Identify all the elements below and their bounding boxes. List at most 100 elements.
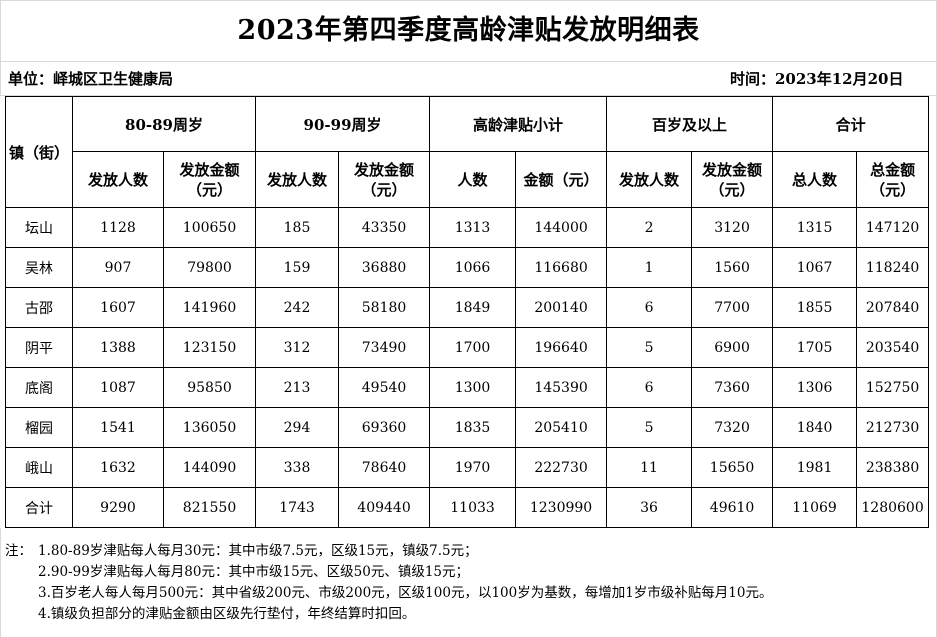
value-cell: 1315 bbox=[772, 207, 858, 248]
value-cell: 1981 bbox=[772, 447, 858, 488]
value-cell: 1700 bbox=[429, 327, 517, 368]
value-cell: 43350 bbox=[338, 207, 431, 248]
value-cell: 141960 bbox=[162, 287, 257, 328]
value-cell: 1840 bbox=[772, 407, 858, 448]
column-header-line: （元） bbox=[187, 180, 233, 199]
note-text: 4.镇级负担部分的津贴金额由区级先行垫付，年终结算时扣回。 bbox=[38, 606, 416, 622]
group-header: 高龄津贴小计 bbox=[429, 96, 608, 152]
unit-label: 单位：峄城区卫生健康局 bbox=[8, 70, 174, 88]
value-cell: 1067 bbox=[772, 247, 858, 288]
column-header-line: （元） bbox=[870, 180, 916, 199]
column-header: 发放人数 bbox=[255, 151, 340, 208]
grid-line bbox=[0, 95, 937, 96]
value-cell: 116680 bbox=[515, 247, 608, 288]
value-cell: 205410 bbox=[515, 407, 608, 448]
value-cell: 294 bbox=[255, 407, 340, 448]
value-cell: 1705 bbox=[772, 327, 858, 368]
town-cell: 坛山 bbox=[5, 207, 73, 248]
value-cell: 15650 bbox=[691, 447, 774, 488]
value-cell: 203540 bbox=[856, 327, 930, 368]
value-cell: 1541 bbox=[72, 407, 164, 448]
grid-line bbox=[0, 61, 937, 62]
page-title: 2023年第四季度高龄津贴发放明细表 bbox=[237, 15, 700, 46]
value-cell: 200140 bbox=[515, 287, 608, 328]
value-cell: 147120 bbox=[856, 207, 930, 248]
value-cell: 1855 bbox=[772, 287, 858, 328]
column-header: 发放金额 （元） bbox=[691, 151, 774, 208]
value-cell: 3120 bbox=[691, 207, 774, 248]
value-cell: 1743 bbox=[255, 487, 340, 528]
value-cell: 338 bbox=[255, 447, 340, 488]
value-cell: 58180 bbox=[338, 287, 431, 328]
subsidy-table: 镇（街） 80-89周岁 90-99周岁 高龄津贴小计 百岁及以上 合计 发放人… bbox=[5, 96, 930, 528]
note-text: 2.90-99岁津贴每人每月80元：其中市级15元、区级50元、镇级15元； bbox=[38, 564, 470, 580]
town-cell: 合计 bbox=[5, 487, 73, 528]
column-header-line: 发放人数 bbox=[619, 170, 680, 189]
notes-prefix: 注： bbox=[5, 543, 32, 559]
date-label: 时间：2023年12月20日 bbox=[730, 70, 904, 88]
value-cell: 136050 bbox=[162, 407, 257, 448]
value-cell: 242 bbox=[255, 287, 340, 328]
value-cell: 821550 bbox=[162, 487, 257, 528]
column-header-line: 总人数 bbox=[792, 170, 838, 189]
value-cell: 6 bbox=[606, 287, 693, 328]
table-row: 底阁 1087 95850 213 49540 1300 145390 6 7360 1306 15… bbox=[5, 367, 930, 408]
value-cell: 409440 bbox=[338, 487, 431, 528]
grid-line bbox=[0, 0, 1, 96]
column-header: 发放金额 （元） bbox=[338, 151, 431, 208]
column-header: 金额（元） bbox=[515, 151, 608, 208]
value-cell: 1388 bbox=[72, 327, 164, 368]
value-cell: 6900 bbox=[691, 327, 774, 368]
value-cell: 1300 bbox=[429, 367, 517, 408]
grid-line bbox=[0, 528, 1, 637]
table-row: 榴园 1541 136050 294 69360 1835 205410 5 7320 1840 2… bbox=[5, 407, 930, 448]
column-header-line: 金额（元） bbox=[523, 170, 599, 189]
column-header-line: 总金额 bbox=[870, 160, 916, 179]
town-cell: 底阁 bbox=[5, 367, 73, 408]
value-cell: 7700 bbox=[691, 287, 774, 328]
table-row: 吴林 907 79800 159 36880 1066 116680 1 1560 1067 118… bbox=[5, 247, 930, 288]
column-header: 发放人数 bbox=[606, 151, 693, 208]
value-cell: 145390 bbox=[515, 367, 608, 408]
column-header-line: 发放人数 bbox=[267, 170, 328, 189]
value-cell: 196640 bbox=[515, 327, 608, 368]
group-header: 百岁及以上 bbox=[606, 96, 774, 152]
value-cell: 1230990 bbox=[515, 487, 608, 528]
value-cell: 207840 bbox=[856, 287, 930, 328]
note-text: 1.80-89岁津贴每人每月30元：其中市级7.5元，区级15元，镇级7.5元； bbox=[38, 543, 478, 559]
town-cell: 吴林 bbox=[5, 247, 73, 288]
value-cell: 79800 bbox=[162, 247, 257, 288]
value-cell: 95850 bbox=[162, 367, 257, 408]
table-row: 古邵 1607 141960 242 58180 1849 200140 6 7700 1855 2… bbox=[5, 287, 930, 328]
value-cell: 9290 bbox=[72, 487, 164, 528]
table-row: 坛山 1128 100650 185 43350 1313 144000 2 3120 1315 1… bbox=[5, 207, 930, 248]
value-cell: 1632 bbox=[72, 447, 164, 488]
value-cell: 312 bbox=[255, 327, 340, 368]
value-cell: 2 bbox=[606, 207, 693, 248]
town-header: 镇（街） bbox=[5, 96, 73, 208]
value-cell: 5 bbox=[606, 327, 693, 368]
value-cell: 118240 bbox=[856, 247, 930, 288]
group-header: 合计 bbox=[772, 96, 930, 152]
value-cell: 238380 bbox=[856, 447, 930, 488]
column-header-line: 人数 bbox=[457, 170, 488, 189]
value-cell: 152750 bbox=[856, 367, 930, 408]
value-cell: 7360 bbox=[691, 367, 774, 408]
value-cell: 1280600 bbox=[856, 487, 930, 528]
column-header-line: （元） bbox=[361, 180, 407, 199]
value-cell: 78640 bbox=[338, 447, 431, 488]
value-cell: 11069 bbox=[772, 487, 858, 528]
value-cell: 73490 bbox=[338, 327, 431, 368]
town-cell: 古邵 bbox=[5, 287, 73, 328]
town-cell: 峨山 bbox=[5, 447, 73, 488]
value-cell: 185 bbox=[255, 207, 340, 248]
value-cell: 159 bbox=[255, 247, 340, 288]
table-row: 合计 9290 821550 1743 409440 11033 1230990 36 4961… bbox=[5, 487, 930, 528]
value-cell: 1607 bbox=[72, 287, 164, 328]
group-header: 90-99周岁 bbox=[255, 96, 431, 152]
value-cell: 36880 bbox=[338, 247, 431, 288]
value-cell: 7320 bbox=[691, 407, 774, 448]
value-cell: 144090 bbox=[162, 447, 257, 488]
value-cell: 1087 bbox=[72, 367, 164, 408]
value-cell: 212730 bbox=[856, 407, 930, 448]
